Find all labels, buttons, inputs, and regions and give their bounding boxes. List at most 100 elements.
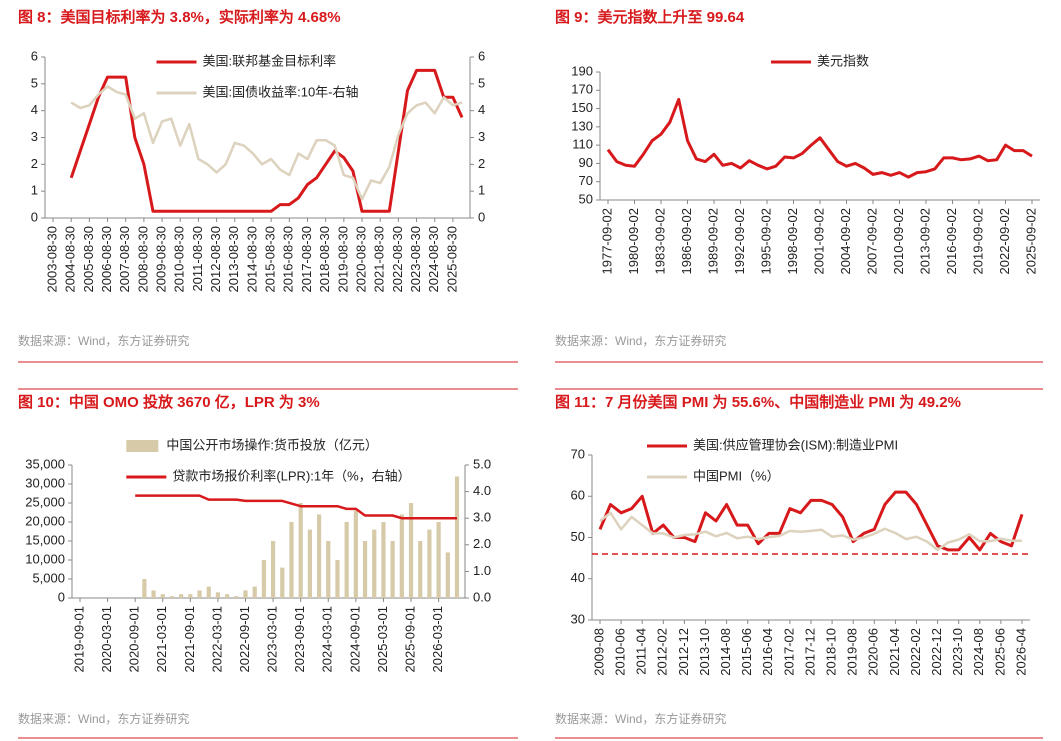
bar (179, 594, 184, 598)
x-tick-label: 2012-08-30 (208, 226, 223, 293)
series-line (135, 494, 457, 520)
legend: 美元指数 (770, 53, 869, 68)
y2-tick-label: 5 (478, 75, 485, 90)
bar (307, 529, 312, 598)
x-tick-label: 1992-09-02 (732, 208, 747, 275)
x-tick-label: 2025-09-02 (1023, 208, 1038, 275)
x-tick-label: 2020-03-01 (99, 606, 114, 673)
bar (372, 529, 377, 598)
y-tick-label: 0 (58, 589, 65, 604)
x-tick-label: 1989-09-02 (705, 208, 720, 275)
y2-tick-label: 6 (478, 48, 485, 63)
bar (188, 594, 193, 598)
legend-label: 中国公开市场操作:货币投放（亿元） (166, 437, 378, 452)
x-tick-label: 2013-10 (697, 628, 712, 676)
y-tick-label: 170 (571, 82, 593, 97)
x-tick-label: 1986-09-02 (679, 208, 694, 275)
x-tick-label: 2024-08-30 (426, 226, 441, 293)
y-tick-label: 130 (571, 118, 593, 133)
x-tick-label: 2022-02 (908, 628, 923, 676)
x-tick-label: 2023-09-01 (292, 606, 307, 673)
bar (215, 592, 221, 598)
y2-tick-label: 0 (478, 209, 485, 224)
bar (399, 514, 404, 598)
y2-tick-label: 1.0 (473, 563, 491, 578)
y-tick-label: 50 (571, 529, 585, 544)
x-tick-label: 2012-02 (655, 628, 670, 676)
x-tick-label: 2025-03-01 (375, 606, 390, 673)
y-tick-label: 110 (572, 137, 593, 152)
bar (390, 541, 395, 598)
x-tick-label: 2011-08-30 (190, 226, 205, 292)
legend: 中国公开市场操作:货币投放（亿元） 贷款市场报价利率(LPR):1年（%，右轴） (126, 437, 411, 483)
x-tick-label: 2003-08-30 (44, 226, 59, 293)
series-line (598, 490, 1024, 552)
y-tick-label: 190 (571, 63, 593, 78)
x-tick-label: 2024-09-01 (347, 606, 362, 673)
bar (243, 590, 248, 598)
y-tick-label: 50 (579, 191, 593, 206)
chart-title: 图 8：美国目标利率为 3.8%，实际利率为 4.68% (18, 8, 341, 26)
x-tick-label: 2026-03-01 (430, 606, 445, 673)
x-tick-label: 2022-08-30 (390, 226, 405, 293)
x-tick-label: 2021-09-01 (182, 606, 197, 673)
series-line (606, 97, 1033, 179)
y-tick-label: 2 (31, 156, 38, 171)
y2-tick-label: 3.0 (473, 510, 491, 525)
source: 数据来源：Wind，东方证券研究 (18, 711, 189, 726)
x-tick-label: 1983-09-02 (652, 208, 667, 275)
y-tick-label: 30,000 (25, 475, 65, 490)
x-tick-label: 2025-09-01 (402, 606, 417, 673)
bar (169, 596, 175, 598)
y-tick-label: 40 (571, 570, 585, 585)
bar (252, 586, 257, 598)
x-tick-label: 2013-08-30 (226, 226, 241, 293)
x-tick-label: 2019-08 (845, 628, 860, 676)
y-tick-label: 6 (31, 48, 38, 63)
chart-title: 图 11：7 月份美国 PMI 为 55.6%、中国制造业 PMI 为 49.2… (555, 393, 961, 411)
x-tick-label: 2008-08-30 (135, 226, 150, 293)
x-tick-label: 2013-09-02 (917, 208, 932, 275)
y-tick-label: 60 (571, 488, 585, 503)
x-tick-label: 2024-08 (971, 628, 986, 676)
x-tick-label: 2016-08-30 (281, 226, 296, 293)
x-tick-label: 2005-08-30 (81, 226, 96, 293)
x-tick-label: 2026-04 (1013, 628, 1028, 676)
x-tick-label: 2021-03-01 (154, 606, 169, 673)
bar (270, 541, 276, 598)
y-tick-label: 0 (31, 209, 38, 224)
y-tick-label: 1 (31, 183, 38, 198)
y-tick-label: 70 (571, 446, 585, 461)
x-tick-label: 2017-08-30 (299, 226, 314, 293)
bar (142, 579, 147, 598)
chart-title: 图 9：美元指数上升至 99.64 (555, 8, 745, 26)
x-tick-label: 2014-08-30 (244, 226, 259, 293)
x-tick-label: 2025-08-30 (444, 226, 459, 293)
y-tick-label: 3 (31, 129, 38, 144)
x-tick-label: 1980-09-02 (626, 208, 641, 275)
bar (289, 522, 294, 598)
legend-label: 中国PMI（%） (693, 468, 780, 483)
bar (353, 510, 358, 598)
x-tick-label: 2006-08-30 (99, 226, 114, 293)
bar (234, 596, 239, 598)
bar (261, 560, 267, 598)
bar (418, 541, 423, 598)
y-tick-label: 70 (579, 173, 593, 188)
x-tick-label: 2019-09-02 (970, 208, 985, 275)
legend-label: 美元指数 (817, 53, 869, 68)
x-tick-label: 2019-08-30 (335, 226, 350, 293)
y-tick-label: 10,000 (25, 551, 65, 566)
legend: 美国:供应管理协会(ISM):制造业PMI 中国PMI（%） (647, 437, 898, 483)
bar (381, 522, 386, 598)
x-tick-label: 2015-06 (739, 628, 754, 676)
bar (408, 503, 414, 598)
x-tick-label: 2011-04 (634, 628, 649, 675)
x-tick-label: 2018-10 (824, 628, 839, 676)
x-tick-label: 2025-06 (992, 628, 1007, 676)
x-tick-label: 2020-06 (866, 628, 881, 676)
bar (362, 541, 368, 598)
y2-tick-label: 5.0 (473, 456, 491, 471)
bar (335, 560, 340, 598)
